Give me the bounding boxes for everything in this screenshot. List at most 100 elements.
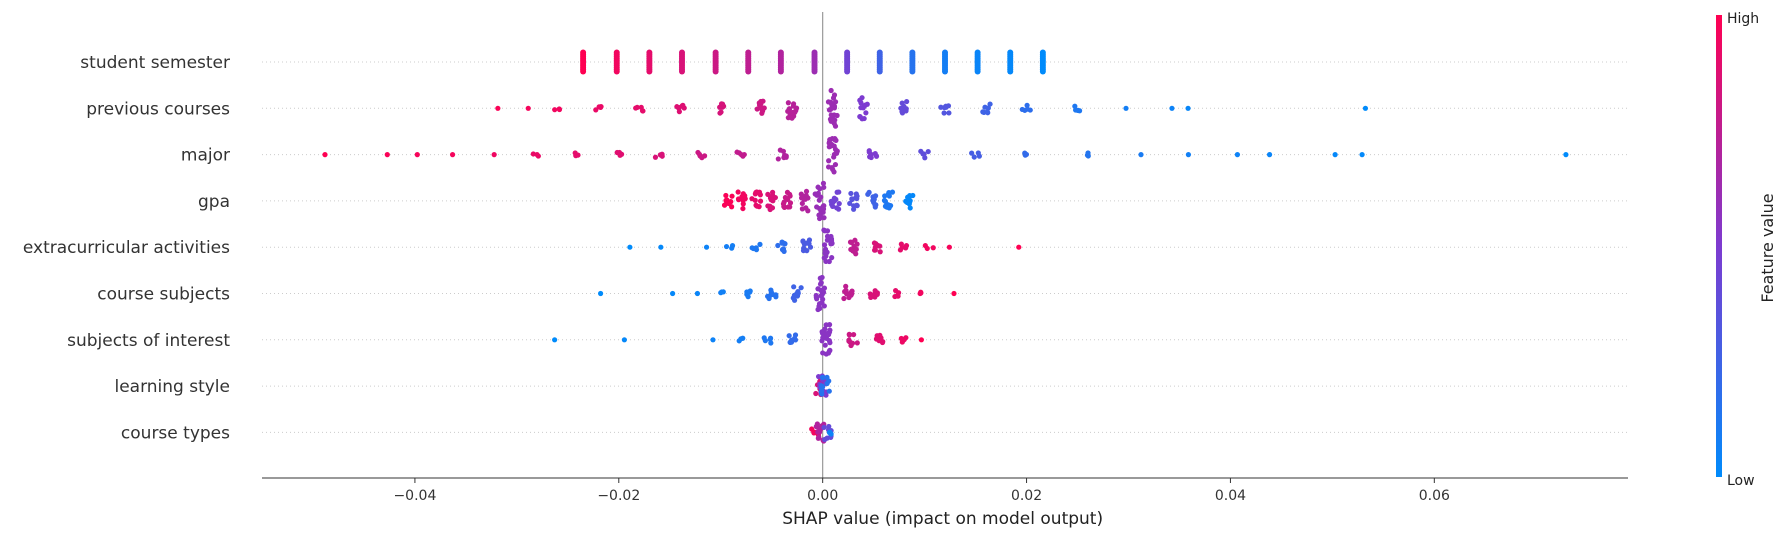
data-point <box>832 161 839 168</box>
data-point <box>770 192 776 198</box>
data-point <box>634 104 640 110</box>
data-point <box>752 197 758 203</box>
feature-label: student semester <box>80 53 230 73</box>
data-point <box>864 101 870 107</box>
data-point <box>723 243 730 250</box>
data-point <box>846 338 852 344</box>
data-point <box>951 290 957 297</box>
data-point <box>652 154 659 160</box>
data-point <box>863 110 869 116</box>
data-point <box>694 290 701 297</box>
data-point <box>758 105 764 112</box>
data-point <box>710 337 716 343</box>
data-point <box>946 110 952 116</box>
data-point <box>701 153 708 159</box>
data-point <box>848 239 855 245</box>
data-point <box>722 202 728 208</box>
data-point <box>614 149 620 156</box>
data-point <box>830 203 836 210</box>
data-point <box>826 348 833 354</box>
data-point <box>818 280 824 286</box>
data-point <box>941 110 947 116</box>
data-point <box>816 212 822 218</box>
data-point <box>907 199 913 205</box>
data-point <box>822 228 828 234</box>
data-point <box>826 140 832 146</box>
data-point <box>918 148 924 154</box>
data-point <box>729 245 735 251</box>
data-point <box>723 192 729 199</box>
data-point <box>792 332 799 338</box>
data-point <box>770 198 776 204</box>
data-point <box>922 155 928 161</box>
data-point <box>826 144 832 150</box>
data-point <box>1019 106 1025 113</box>
data-point <box>805 208 811 214</box>
data-point <box>829 198 835 205</box>
data-point <box>820 206 826 212</box>
data-point <box>738 336 744 342</box>
data-point <box>734 149 740 155</box>
data-point <box>556 106 563 113</box>
x-axis: −0.04 −0.02 0.00 0.02 0.04 0.06 <box>262 477 1628 504</box>
data-point <box>854 340 860 346</box>
data-point <box>739 193 745 200</box>
data-point <box>818 194 824 200</box>
data-point <box>817 186 823 192</box>
data-point <box>779 240 785 246</box>
data-point <box>659 153 665 159</box>
data-point <box>930 245 936 251</box>
data-point <box>831 154 837 160</box>
data-point <box>495 105 501 111</box>
data-point <box>851 206 857 212</box>
data-point <box>491 152 497 158</box>
data-point <box>414 152 420 158</box>
x-tick-label: 0.02 <box>1011 488 1042 504</box>
data-point <box>1234 152 1241 158</box>
x-axis-title: SHAP value (impact on model output) <box>782 509 1103 529</box>
data-point <box>849 196 855 203</box>
data-point <box>719 289 725 295</box>
x-tick-label: 0.00 <box>807 488 838 504</box>
row-gridlines <box>262 61 1628 433</box>
data-point <box>1039 68 1046 75</box>
data-point <box>813 390 819 397</box>
data-point <box>909 68 916 75</box>
data-point <box>552 337 558 343</box>
data-point <box>892 293 898 300</box>
data-point <box>854 195 860 202</box>
data-point <box>885 202 891 208</box>
data-point <box>832 99 839 105</box>
data-point <box>938 104 944 110</box>
colorbar: High Low Feature value <box>1716 11 1777 489</box>
data-point <box>827 327 833 333</box>
data-point <box>826 107 833 113</box>
data-point <box>834 205 840 211</box>
data-point <box>596 104 602 110</box>
data-point <box>1332 152 1338 158</box>
data-point <box>822 342 828 348</box>
data-point <box>773 292 779 298</box>
data-point <box>384 152 390 158</box>
data-point <box>679 103 685 109</box>
colorbar-gradient <box>1716 15 1722 477</box>
data-point <box>1024 102 1030 108</box>
data-point <box>814 204 820 210</box>
data-point <box>826 258 832 265</box>
data-point <box>811 430 817 436</box>
data-point <box>322 152 328 158</box>
data-point <box>833 137 839 143</box>
data-point <box>580 68 587 75</box>
colorbar-high-label: High <box>1727 11 1759 27</box>
data-point <box>910 192 916 199</box>
data-point <box>836 189 842 195</box>
data-point <box>872 288 878 294</box>
data-point <box>1185 105 1191 111</box>
data-point <box>670 290 676 297</box>
data-point <box>754 106 760 112</box>
data-point <box>1123 105 1129 111</box>
data-point <box>830 95 837 101</box>
data-point <box>848 190 854 197</box>
data-point <box>815 429 821 435</box>
data-point <box>793 105 800 111</box>
